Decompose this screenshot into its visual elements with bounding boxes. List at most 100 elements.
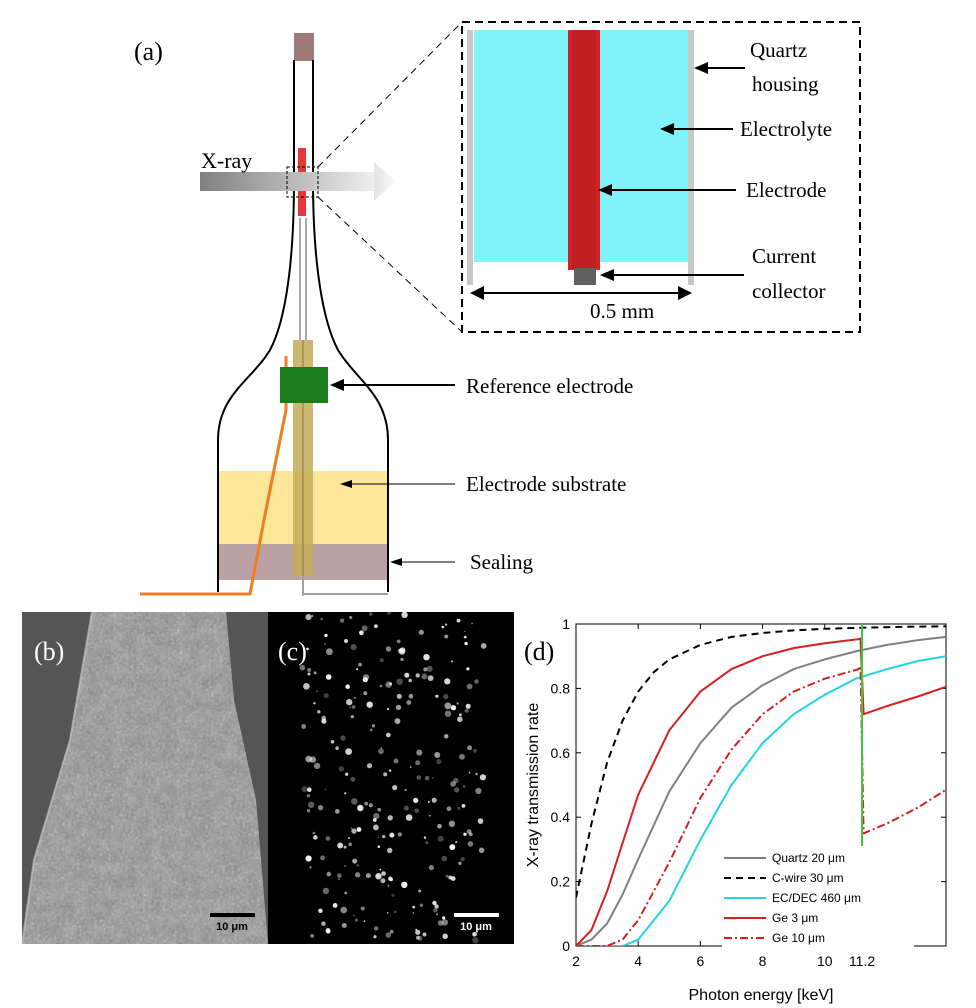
speck [340,618,345,623]
speck [341,923,347,928]
y-tick-label: 0.4 [551,809,571,825]
speck [345,684,351,689]
speck [340,735,346,741]
speck [459,753,465,760]
speck [313,762,321,770]
scalebar-c-label: 10 μm [460,921,492,933]
speck [467,745,472,751]
speck [350,715,354,719]
speck [379,684,383,688]
speck [456,618,461,623]
speck [373,824,379,831]
speck [450,876,456,881]
speck [316,690,319,693]
speck [363,691,368,696]
speck [305,855,312,862]
speck [320,855,325,861]
speck [356,864,359,867]
xray-beam [200,172,380,191]
reference-electrode-label: Reference electrode [466,374,633,398]
speck [454,787,460,793]
speck [460,857,465,862]
x-tick-label: 11.2 [849,953,875,969]
speck [388,769,392,772]
speck [382,835,386,839]
speck [428,865,434,871]
speck [317,805,324,811]
speck [468,771,471,774]
speck [379,868,382,871]
speck [473,748,477,753]
speck [366,763,373,769]
speck [353,696,356,699]
speck [362,677,368,683]
speck [377,836,380,839]
speck [423,667,428,672]
speck [363,920,366,923]
speck [343,845,347,849]
speck [346,698,353,706]
speck [378,748,384,755]
speck [436,759,442,765]
speck [475,772,478,776]
speck [408,678,413,683]
legend-label: EC/DEC 460 μm [772,891,861,905]
speck [441,625,445,629]
speck [394,718,401,724]
speck [396,693,402,699]
speck [313,835,318,840]
panel-d: (d) 0 0.2 0.4 0.6 0.8 1 2 4 6 8 10 11.2 Photon energ… [524,616,947,1004]
panel-b-label: (b) [34,637,64,666]
speck [383,772,388,777]
speck [434,904,439,909]
panel-a: (a) X-ray [134,21,861,596]
scalebar-b-label: 10 μm [216,921,248,933]
current-collector [574,268,596,285]
speck [457,806,461,811]
speck [453,777,459,784]
speck [377,845,381,848]
speck [344,864,347,868]
speck [448,820,456,827]
speckle-layer [299,610,487,944]
speck [386,732,391,738]
speck [466,667,470,671]
speck [465,703,471,709]
speck [433,908,438,913]
speck [351,705,356,709]
quartz-wall-left [467,30,473,285]
legend-label: Ge 10 μm [772,931,825,945]
speck [422,932,427,937]
reference-electrode-block [280,367,328,403]
speck [361,625,368,632]
speck [429,814,431,817]
xray-label: X-ray [201,148,252,173]
speck [371,724,376,728]
speck [412,912,415,914]
speck [345,748,352,755]
speck [351,798,358,805]
speck [455,840,458,844]
speck [368,803,373,808]
speck [475,787,482,795]
speck [323,693,329,699]
speck [360,906,365,911]
speck [432,900,437,906]
scalebar-c [454,913,499,917]
panel-d-label: (d) [524,637,554,666]
speck [461,804,466,808]
speck [369,728,373,732]
speck [427,675,434,681]
sealing-label: Sealing [470,550,533,574]
speck [414,808,420,813]
speck [350,776,356,782]
speck [325,928,331,933]
electrode-label: Electrode [746,178,826,202]
speck [479,774,486,781]
speck [379,751,382,754]
speck [306,647,309,651]
y-axis-label: X-ray transmission rate [525,703,542,868]
speck [389,929,394,934]
legend [722,846,914,954]
speck [374,624,378,628]
